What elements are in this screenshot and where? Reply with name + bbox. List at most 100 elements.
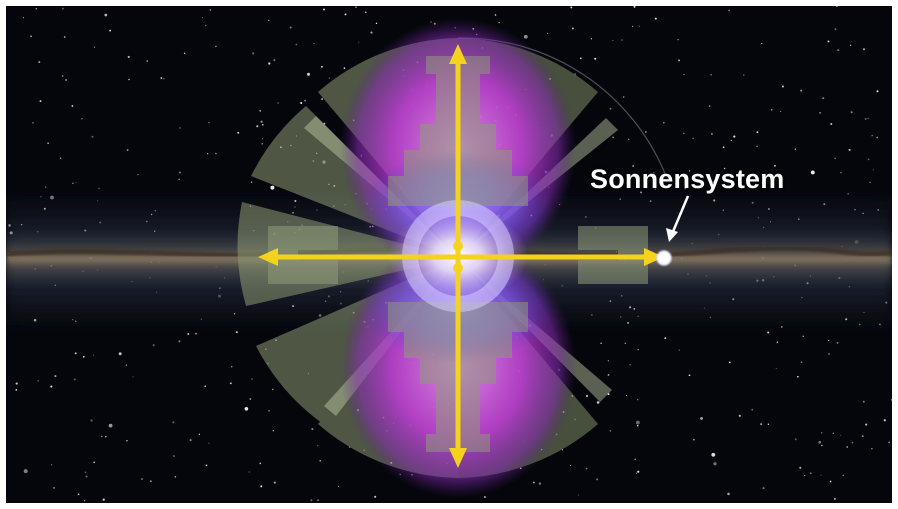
star — [570, 6, 573, 9]
star — [800, 89, 803, 92]
star — [710, 132, 713, 135]
star — [828, 339, 830, 341]
star — [102, 498, 105, 501]
star — [81, 117, 83, 120]
star — [730, 139, 732, 141]
star — [871, 134, 874, 137]
star — [172, 421, 175, 424]
star — [645, 175, 648, 177]
star — [132, 376, 134, 378]
star — [272, 388, 274, 391]
star — [319, 460, 321, 462]
star — [127, 55, 130, 58]
star — [767, 423, 770, 425]
star — [678, 349, 681, 351]
star — [612, 136, 614, 139]
galaxy-svg — [6, 6, 892, 503]
star — [840, 434, 842, 436]
double-arrow-icon — [258, 44, 664, 468]
star — [828, 353, 830, 355]
star — [215, 152, 217, 155]
star — [653, 171, 655, 174]
star — [638, 25, 640, 27]
star — [47, 142, 49, 144]
star — [15, 382, 18, 385]
star — [585, 467, 588, 470]
star — [740, 174, 743, 177]
star — [338, 485, 340, 487]
star — [678, 59, 681, 62]
star — [204, 385, 206, 388]
star — [688, 170, 691, 172]
star — [179, 127, 181, 129]
star — [22, 17, 24, 19]
star — [538, 482, 542, 485]
star — [364, 11, 367, 14]
star — [207, 153, 209, 155]
star — [710, 74, 712, 76]
star — [836, 341, 839, 344]
star — [61, 75, 64, 77]
star — [93, 354, 95, 356]
star — [313, 42, 315, 45]
star — [628, 138, 630, 140]
star — [259, 109, 262, 112]
star — [883, 419, 886, 422]
star — [800, 361, 803, 363]
star — [633, 6, 636, 8]
star — [73, 378, 76, 381]
star — [484, 496, 486, 498]
star — [146, 60, 149, 62]
star — [596, 478, 599, 481]
star — [794, 148, 797, 150]
star — [320, 65, 323, 68]
star — [163, 78, 165, 80]
star — [248, 471, 250, 473]
star — [743, 74, 745, 76]
star — [277, 102, 279, 104]
star — [183, 52, 186, 55]
star — [712, 181, 714, 183]
star — [140, 478, 143, 481]
star — [250, 181, 253, 183]
star — [872, 169, 874, 171]
star — [160, 77, 163, 79]
star — [118, 352, 122, 356]
star — [202, 17, 204, 19]
star — [722, 146, 725, 149]
star — [244, 407, 249, 411]
star — [738, 414, 741, 417]
star — [821, 444, 823, 447]
star — [374, 495, 377, 498]
star — [626, 394, 628, 397]
star — [654, 17, 657, 20]
star — [871, 448, 873, 450]
star — [77, 493, 80, 496]
star — [890, 399, 892, 401]
star — [72, 182, 74, 185]
star — [547, 32, 549, 34]
star — [30, 35, 33, 38]
star — [39, 100, 42, 103]
star — [104, 435, 107, 438]
star — [344, 13, 347, 16]
star — [533, 481, 535, 484]
star — [74, 352, 77, 355]
star — [692, 137, 694, 140]
star — [50, 464, 53, 466]
star — [53, 486, 55, 489]
star — [832, 432, 835, 435]
star — [829, 480, 832, 483]
star — [827, 40, 830, 43]
star — [837, 49, 839, 51]
star — [797, 375, 799, 378]
solar-system-label: Sonnensystem — [590, 164, 785, 194]
star — [876, 90, 879, 93]
star — [624, 342, 626, 344]
star — [272, 430, 274, 432]
star — [775, 367, 777, 369]
star — [728, 361, 731, 364]
star — [727, 492, 730, 496]
star — [300, 102, 303, 104]
star — [128, 78, 130, 81]
